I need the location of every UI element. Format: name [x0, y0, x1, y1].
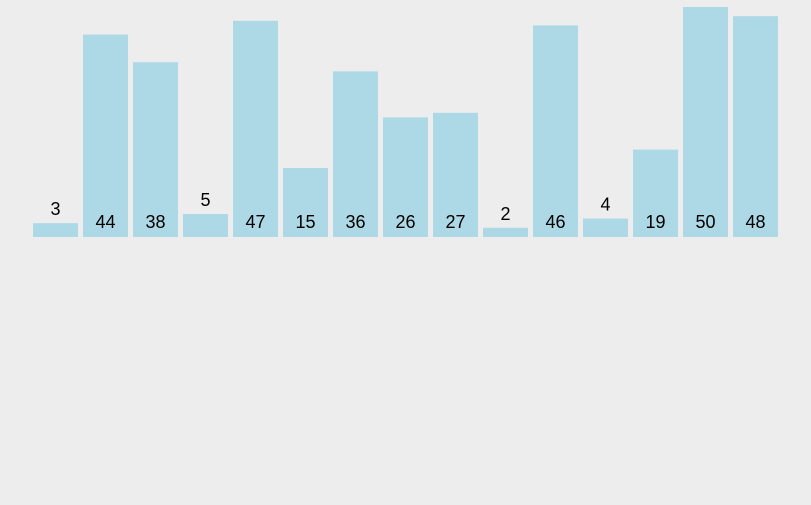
bar	[383, 117, 428, 237]
bar-value-label: 27	[445, 212, 465, 232]
bar-value-label: 19	[645, 212, 665, 232]
bar-value-label: 3	[50, 199, 60, 219]
bar-value-label: 38	[145, 212, 165, 232]
bar	[83, 34, 128, 237]
bar-value-label: 4	[600, 195, 610, 215]
bar	[283, 168, 328, 237]
bar-value-label: 2	[500, 204, 510, 224]
bar	[533, 25, 578, 238]
bar	[433, 112, 478, 237]
bar	[183, 214, 228, 237]
bar	[483, 227, 528, 237]
bar	[733, 16, 778, 238]
bar	[683, 7, 728, 237]
bar-value-label: 26	[395, 212, 415, 232]
bar-value-label: 36	[345, 212, 365, 232]
bar-value-label: 50	[695, 212, 715, 232]
bar	[333, 71, 378, 238]
bar	[583, 218, 628, 237]
bar-value-label: 46	[545, 212, 565, 232]
bar	[633, 149, 678, 237]
bar-value-label: 48	[745, 212, 765, 232]
bar-value-label: 15	[295, 212, 315, 232]
bar	[133, 62, 178, 238]
bar	[33, 223, 78, 237]
bar-value-label: 44	[95, 212, 115, 232]
bar	[233, 20, 278, 237]
bar-value-label: 5	[200, 190, 210, 210]
bar-value-label: 47	[245, 212, 265, 232]
